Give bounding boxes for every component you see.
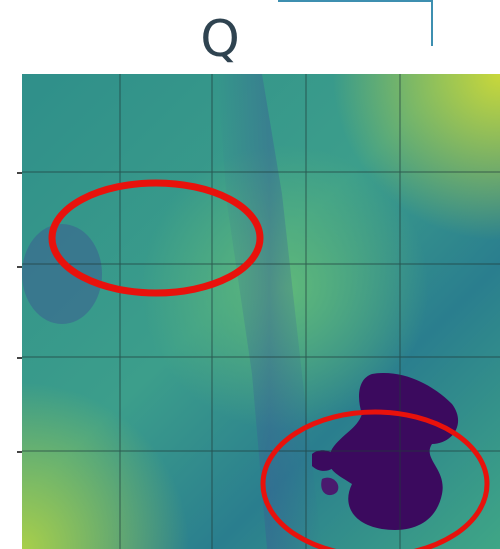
y-tick (17, 357, 22, 359)
frame-bracket (278, 0, 433, 46)
field-map-image (22, 74, 500, 549)
y-tick (17, 451, 22, 453)
highlight-ellipse-lower-right (260, 409, 490, 549)
field-map (22, 74, 500, 549)
highlight-ellipse-upper-left (48, 179, 264, 297)
y-tick (17, 266, 22, 268)
figure-title: Q (200, 10, 240, 68)
y-tick (17, 172, 22, 174)
